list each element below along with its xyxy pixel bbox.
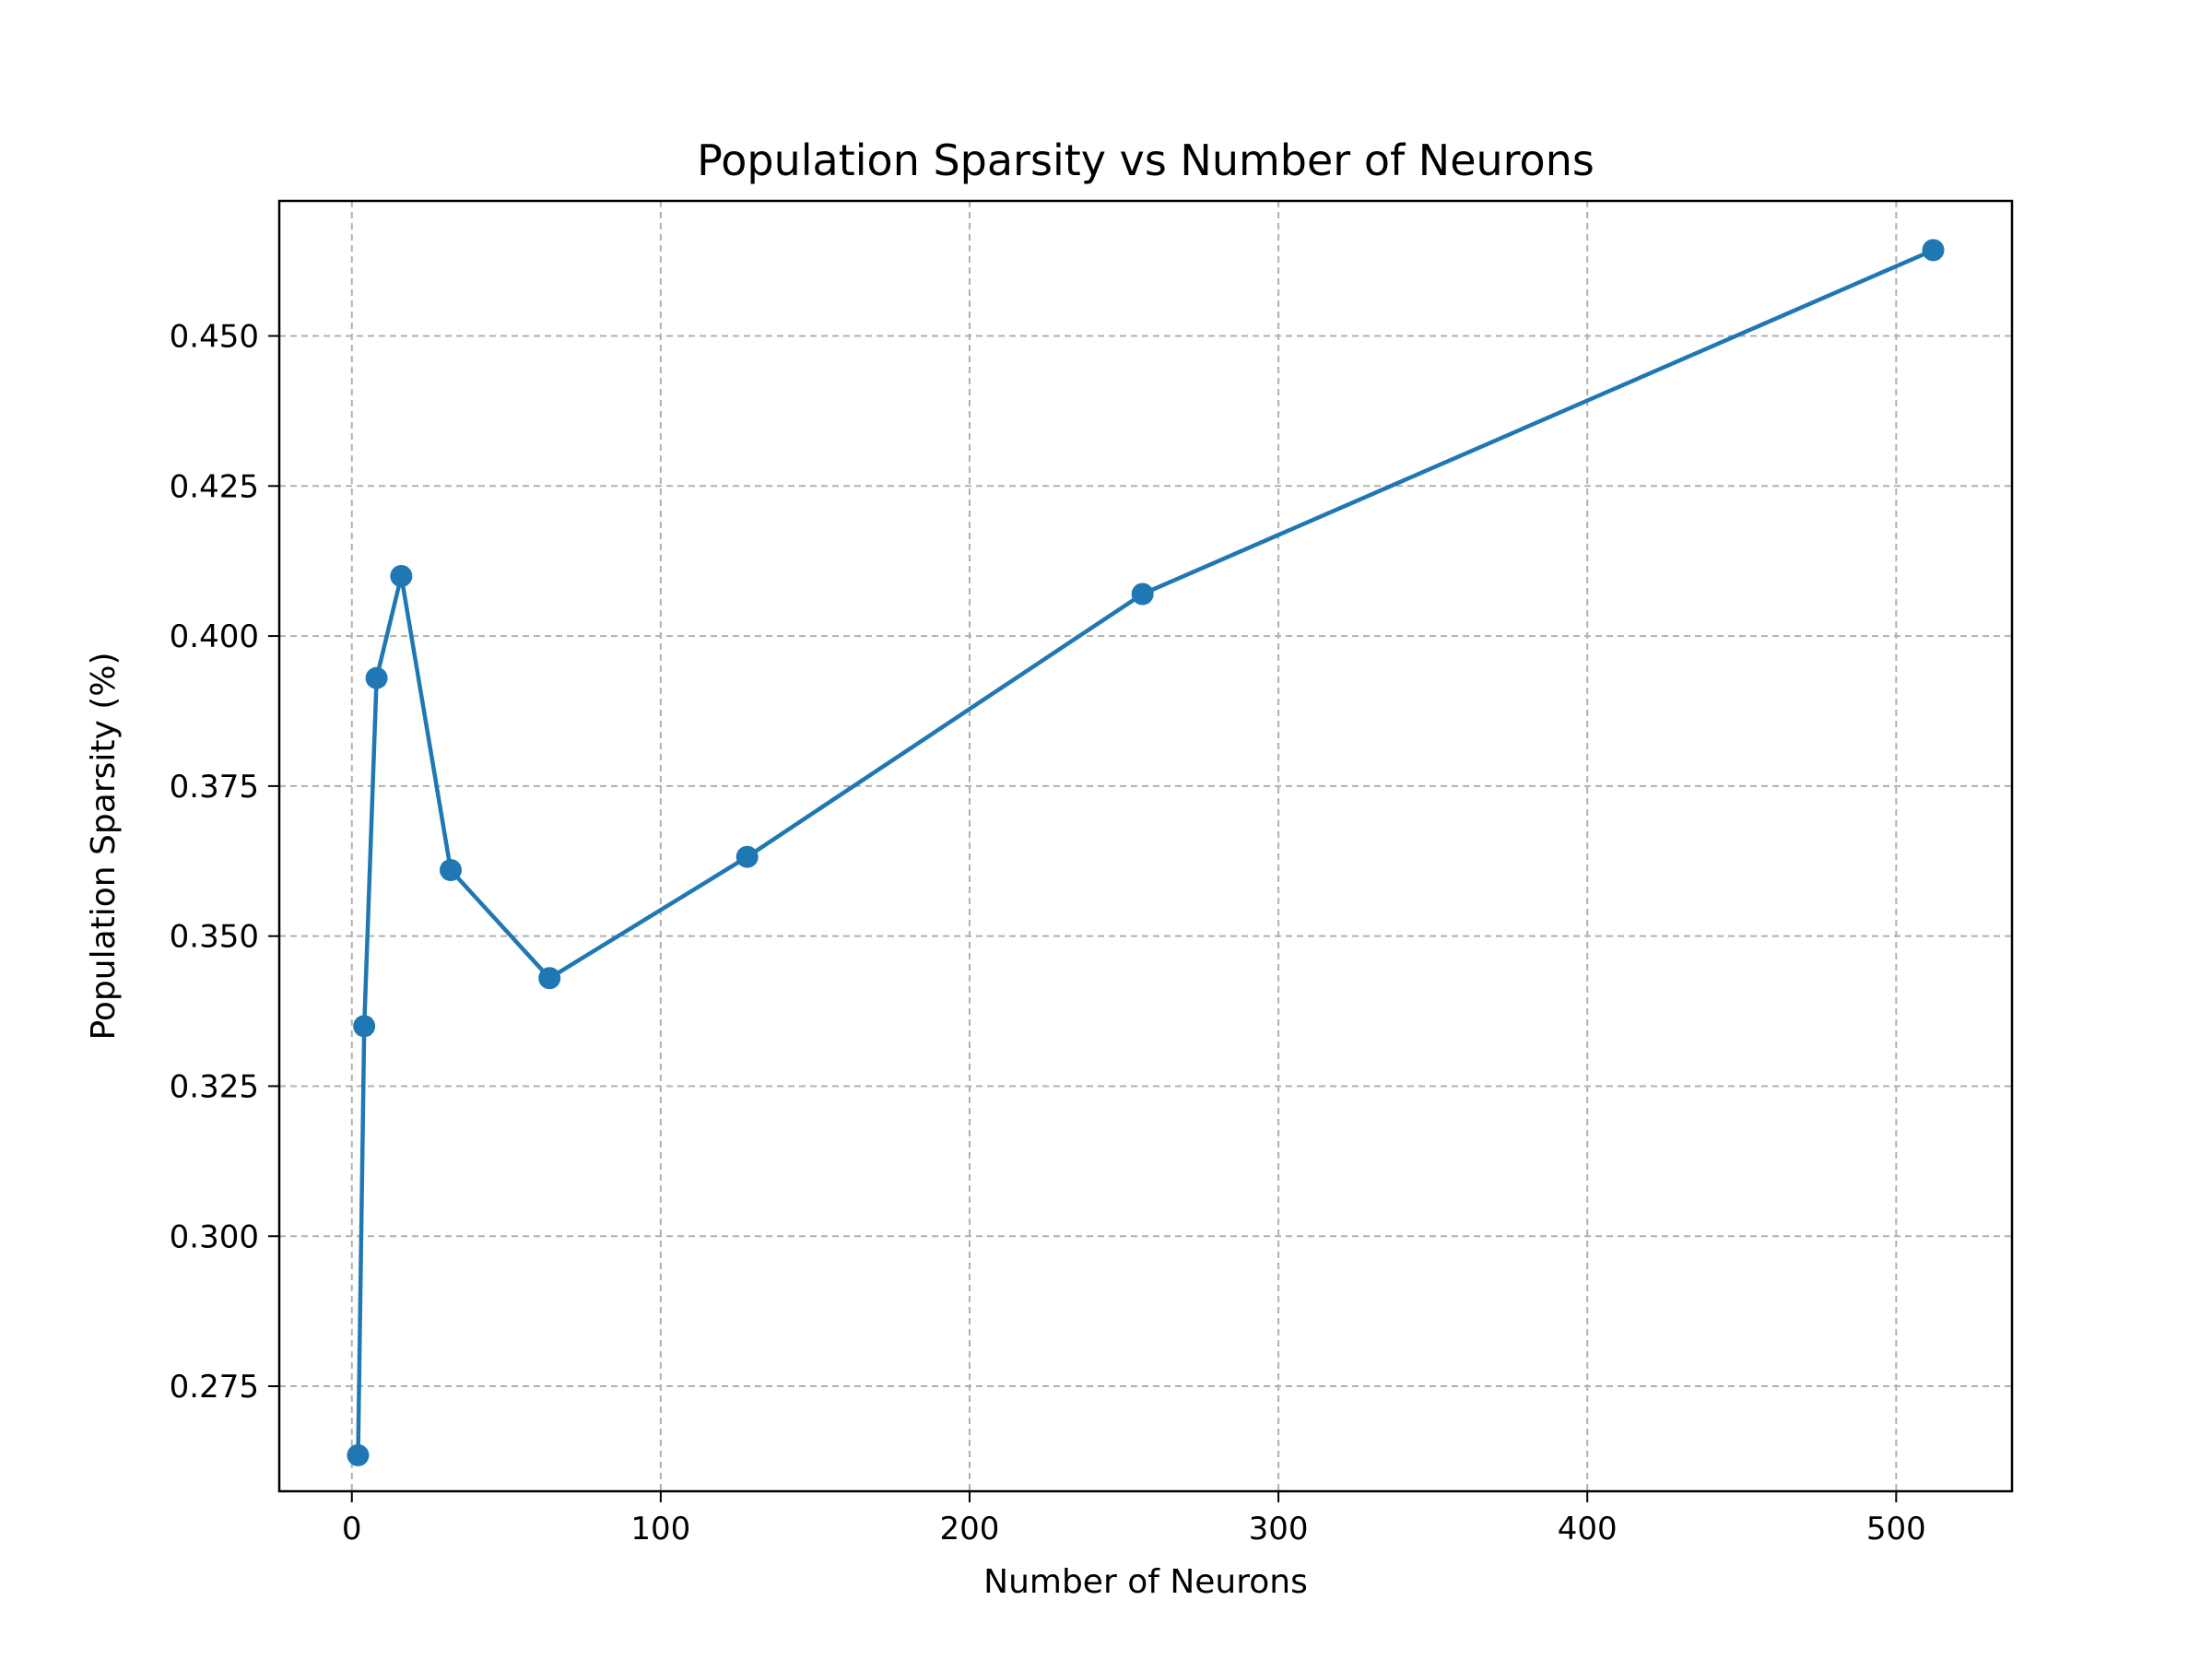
data-point — [353, 1015, 376, 1038]
y-tick-label: 0.425 — [170, 468, 259, 505]
data-point — [347, 1443, 370, 1466]
series-layer — [347, 239, 1945, 1466]
y-tick-label: 0.400 — [170, 618, 259, 655]
data-point — [538, 967, 561, 990]
y-tick-label: 0.350 — [170, 919, 259, 956]
ticks: 0 100 200 300 400 500 0.275 0.300 0.325 0.350 0.37… — [170, 319, 1926, 1547]
data-point — [735, 845, 759, 868]
y-tick-label: 0.275 — [170, 1369, 259, 1406]
y-tick-label: 0.325 — [170, 1068, 259, 1105]
data-point — [1922, 239, 1945, 262]
grid — [279, 201, 2012, 1491]
x-tick-label: 300 — [1249, 1511, 1309, 1547]
data-point — [390, 564, 413, 587]
x-tick-label: 500 — [1866, 1511, 1926, 1547]
y-axis-label: Population Sparsity (%) — [85, 652, 123, 1040]
x-tick-label: 200 — [940, 1511, 1000, 1547]
y-tick-label: 0.375 — [170, 769, 259, 806]
x-tick-label: 400 — [1558, 1511, 1618, 1547]
data-point — [365, 666, 388, 689]
y-tick-label: 0.300 — [170, 1218, 259, 1255]
x-axis-label: Number of Neurons — [983, 1563, 1308, 1601]
data-point — [1131, 582, 1154, 606]
data-point — [439, 859, 462, 882]
axes-frame — [277, 199, 2014, 1493]
x-tick-label: 100 — [630, 1511, 690, 1547]
y-tick-label: 0.450 — [170, 319, 259, 356]
chart-title: Population Sparsity vs Number of Neurons — [697, 135, 1594, 185]
x-tick-label: 0 — [342, 1511, 362, 1547]
